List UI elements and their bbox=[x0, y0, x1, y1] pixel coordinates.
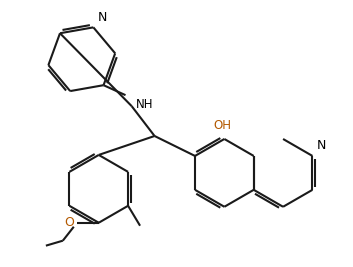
Text: N: N bbox=[316, 139, 326, 152]
Text: O: O bbox=[64, 216, 74, 229]
Text: OH: OH bbox=[213, 119, 231, 132]
Text: N: N bbox=[97, 11, 107, 24]
Text: NH: NH bbox=[136, 97, 153, 111]
